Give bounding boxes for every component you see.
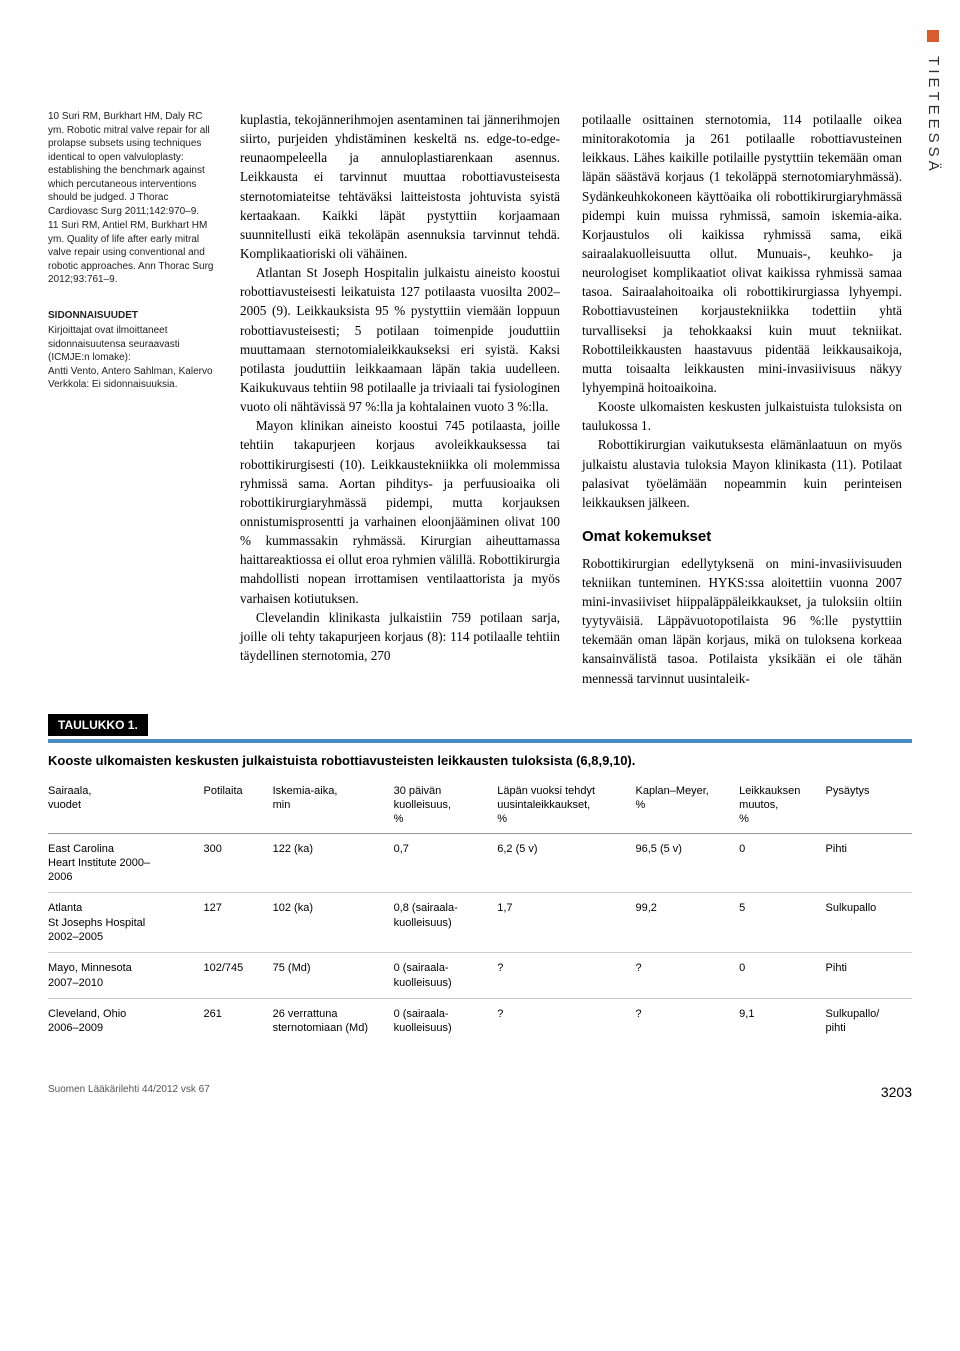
disclosures-heading: SIDONNAISUUDET	[48, 309, 218, 323]
results-table: Sairaala, vuodetPotilaitaIskemia-aika, m…	[48, 778, 912, 1044]
table-cell: 102 (ka)	[273, 893, 394, 953]
right-paragraph-4: Robottikirurgian edellytyksenä on mini-i…	[582, 554, 902, 688]
table-cell: Cleveland, Ohio 2006–2009	[48, 998, 204, 1043]
table-cell: Atlanta St Josephs Hospital 2002–2005	[48, 893, 204, 953]
subheading-own-experiences: Omat kokemukset	[582, 526, 902, 548]
right-column: potilaalle osittainen sternotomia, 114 p…	[582, 110, 902, 688]
table-header-cell: Iskemia-aika, min	[273, 778, 394, 833]
table-header-cell: Läpän vuoksi tehdyt uusintaleikkaukset, …	[497, 778, 635, 833]
table-cell: 26 verrattuna sternotomiaan (Md)	[273, 998, 394, 1043]
table-accent-rule	[48, 739, 912, 743]
table-cell: 0	[739, 953, 825, 999]
table-header-cell: Leikkauksen muutos, %	[739, 778, 825, 833]
table-cell: 99,2	[635, 893, 739, 953]
table-cell: 1,7	[497, 893, 635, 953]
footer-left: Suomen Lääkärilehti 44/2012 vsk 67	[48, 1084, 210, 1100]
table-row: Mayo, Minnesota 2007–2010102/74575 (Md)0…	[48, 953, 912, 999]
table-cell: 0,8 (sairaala- kuolleisuus)	[394, 893, 498, 953]
section-bullet-icon	[927, 30, 939, 42]
table-cell: 300	[204, 833, 273, 893]
table-title: Kooste ulkomaisten keskusten julkaistuis…	[48, 753, 912, 768]
mid-paragraph-1: kuplastia, tekojännerihmojen asentaminen…	[240, 110, 560, 263]
table-cell: 96,5 (5 v)	[635, 833, 739, 893]
table-cell: Sulkupallo	[826, 893, 912, 953]
table-cell: 261	[204, 998, 273, 1043]
column-layout: 10 Suri RM, Burkhart HM, Daly RC ym. Rob…	[48, 110, 912, 688]
right-paragraph-1: potilaalle osittainen sternotomia, 114 p…	[582, 110, 902, 397]
reference-10: 10 Suri RM, Burkhart HM, Daly RC ym. Rob…	[48, 110, 218, 218]
table-cell: 127	[204, 893, 273, 953]
left-column: 10 Suri RM, Burkhart HM, Daly RC ym. Rob…	[48, 110, 218, 688]
table-cell: 75 (Md)	[273, 953, 394, 999]
table-row: Cleveland, Ohio 2006–200926126 verrattun…	[48, 998, 912, 1043]
table-header-cell: 30 päivän kuolleisuus, %	[394, 778, 498, 833]
table-cell: 6,2 (5 v)	[497, 833, 635, 893]
right-paragraph-3: Robottikirurgian vaikutuksesta elämänlaa…	[582, 435, 902, 512]
table-section: TAULUKKO 1. Kooste ulkomaisten keskusten…	[48, 714, 912, 1044]
table-cell: Pihti	[826, 833, 912, 893]
table-cell: Mayo, Minnesota 2007–2010	[48, 953, 204, 999]
table-cell: 122 (ka)	[273, 833, 394, 893]
table-cell: 0 (sairaala- kuolleisuus)	[394, 998, 498, 1043]
table-row: East Carolina Heart Institute 2000– 2006…	[48, 833, 912, 893]
mid-paragraph-3: Mayon klinikan aineisto koostui 745 poti…	[240, 416, 560, 607]
table-cell: East Carolina Heart Institute 2000– 2006	[48, 833, 204, 893]
table-cell: Sulkupallo/ pihti	[826, 998, 912, 1043]
table-cell: 5	[739, 893, 825, 953]
table-cell: 102/745	[204, 953, 273, 999]
page-number: 3203	[881, 1084, 912, 1100]
table-cell: 0,7	[394, 833, 498, 893]
mid-paragraph-4: Clevelandin klinikasta julkaistiin 759 p…	[240, 608, 560, 665]
page-footer: Suomen Lääkärilehti 44/2012 vsk 67 3203	[48, 1084, 912, 1100]
table-badge: TAULUKKO 1.	[48, 714, 148, 736]
table-cell: ?	[635, 998, 739, 1043]
table-header-cell: Potilaita	[204, 778, 273, 833]
table-cell: 9,1	[739, 998, 825, 1043]
reference-11: 11 Suri RM, Antiel RM, Burkhart HM ym. Q…	[48, 219, 218, 287]
table-cell: ?	[497, 953, 635, 999]
vertical-section-label: TIETEESSÄ	[925, 30, 942, 175]
middle-column: kuplastia, tekojännerihmojen asentaminen…	[240, 110, 560, 688]
page: TIETEESSÄ 10 Suri RM, Burkhart HM, Daly …	[0, 0, 960, 1130]
table-head: Sairaala, vuodetPotilaitaIskemia-aika, m…	[48, 778, 912, 833]
vertical-label-text: TIETEESSÄ	[925, 56, 942, 175]
table-cell: ?	[497, 998, 635, 1043]
table-cell: Pihti	[826, 953, 912, 999]
table-header-cell: Kaplan–Meyer, %	[635, 778, 739, 833]
table-header-row: Sairaala, vuodetPotilaitaIskemia-aika, m…	[48, 778, 912, 833]
table-header-cell: Sairaala, vuodet	[48, 778, 204, 833]
table-cell: 0 (sairaala- kuolleisuus)	[394, 953, 498, 999]
table-body: East Carolina Heart Institute 2000– 2006…	[48, 833, 912, 1043]
disclosures-body: Kirjoittajat ovat ilmoittaneet sidonnais…	[48, 324, 218, 392]
table-cell: 0	[739, 833, 825, 893]
right-paragraph-2: Kooste ulkomaisten keskusten julkaistuis…	[582, 397, 902, 435]
mid-paragraph-2: Atlantan St Joseph Hospitalin julkaistu …	[240, 263, 560, 416]
table-row: Atlanta St Josephs Hospital 2002–2005127…	[48, 893, 912, 953]
table-cell: ?	[635, 953, 739, 999]
table-header-cell: Pysäytys	[826, 778, 912, 833]
